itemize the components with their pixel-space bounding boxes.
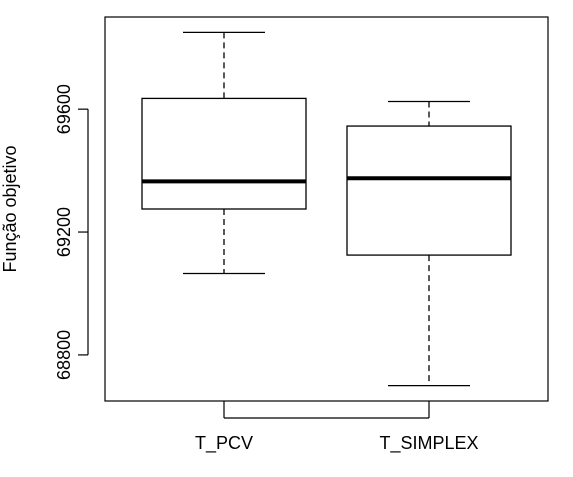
box-group <box>346 100 512 387</box>
y-axis-label: Função objetivo <box>0 145 20 272</box>
x-axis: T_PCV T_SIMPLEX <box>195 401 479 454</box>
iqr-box <box>346 125 512 256</box>
y-axis: 68800 69200 69600 <box>54 84 89 380</box>
plot-frame <box>104 16 549 402</box>
box-group <box>141 31 307 275</box>
y-tick-label: 69200 <box>54 207 74 257</box>
y-tick-label: 68800 <box>54 330 74 380</box>
y-tick-label: 69600 <box>54 84 74 134</box>
x-tick-label: T_PCV <box>195 433 253 454</box>
boxes <box>141 31 512 387</box>
iqr-box <box>141 97 307 210</box>
x-tick-label: T_SIMPLEX <box>379 433 478 454</box>
